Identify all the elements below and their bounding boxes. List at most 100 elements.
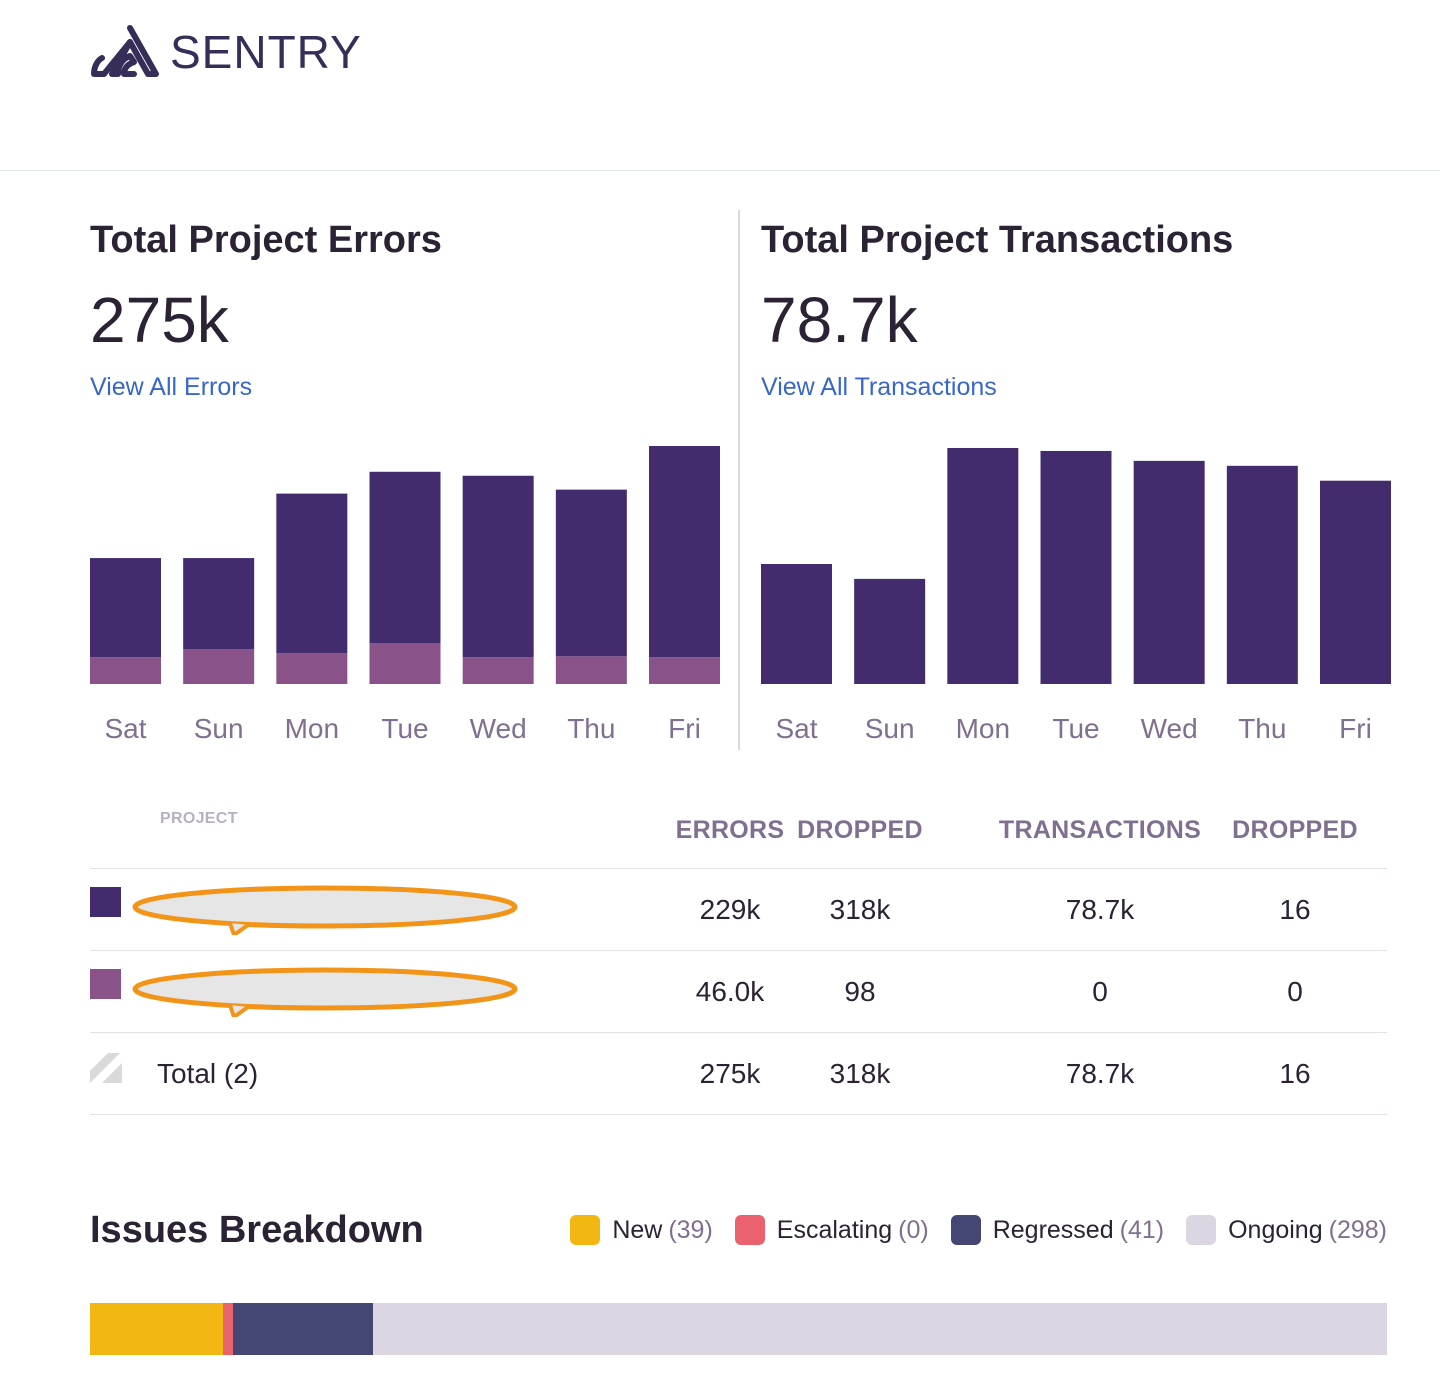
row-errors: 46.0k <box>695 976 765 1007</box>
table-header: PROJECT ERRORS DROPPED TRANSACTIONS DROP… <box>90 800 1387 869</box>
errors-total-value: 275k <box>90 284 229 356</box>
row-transactions: 78.7k <box>1065 894 1135 925</box>
issues-segment-new[interactable] <box>90 1303 223 1355</box>
col-transactions-header[interactable]: TRANSACTIONS <box>998 816 1202 844</box>
legend-label: Escalating <box>776 1215 893 1244</box>
header: SENTRY <box>0 0 1440 171</box>
errors-chart-x-tick-sun: Sun <box>194 713 244 744</box>
legend-count: (0) <box>898 1215 929 1244</box>
errors-chart-x-tick-sat: Sat <box>104 713 146 744</box>
col-dropped-header[interactable]: DROPPED <box>797 816 923 844</box>
errors-chart-bar-fri-project-2[interactable] <box>649 657 720 684</box>
transactions-chart-bar-thu-project-1[interactable] <box>1226 465 1298 684</box>
view-all-errors-link[interactable]: View All Errors <box>90 373 253 401</box>
errors-title: Total Project Errors <box>90 219 442 261</box>
transactions-chart-x-tick-thu: Thu <box>1238 713 1286 744</box>
errors-chart-bar-sat-project-1[interactable] <box>90 558 161 658</box>
errors-chart-bar-sun-project-2[interactable] <box>183 649 255 684</box>
projects-table: PROJECT ERRORS DROPPED TRANSACTIONS DROP… <box>90 800 1387 1115</box>
row-dropped-transactions: 16 <box>1279 894 1311 925</box>
errors-panel: Total Project Errors 275k View All Error… <box>90 215 720 402</box>
errors-chart-x-tick-wed: Wed <box>470 713 527 744</box>
errors-chart-x-tick-fri: Fri <box>668 713 701 744</box>
project-color-swatch <box>90 969 121 999</box>
legend-count: (41) <box>1119 1215 1165 1244</box>
issues-segment-ongoing[interactable] <box>372 1303 1387 1355</box>
legend-item-ongoing: Ongoing (298) <box>1186 1215 1387 1245</box>
transactions-chart-x-tick-wed: Wed <box>1141 713 1198 744</box>
table-row[interactable]: 46.0k 98 0 0 <box>90 951 1387 1033</box>
legend-item-regressed: Regressed (41) <box>950 1215 1165 1245</box>
project-color-swatch <box>90 887 121 917</box>
errors-chart-bar-thu-project-1[interactable] <box>555 489 627 657</box>
issues-breakdown-title: Issues Breakdown <box>90 1209 424 1251</box>
errors-chart-bar-wed-project-1[interactable] <box>462 475 534 658</box>
transactions-chart-x-tick-sun: Sun <box>865 713 915 744</box>
row-dropped: 98 <box>844 976 876 1007</box>
errors-chart-svg: Sat Sun Mon Tue Wed Thu Fri <box>90 446 720 744</box>
errors-chart: Sat Sun Mon Tue Wed Thu Fri <box>90 440 720 750</box>
legend-swatch-ongoing <box>1186 1215 1217 1245</box>
transactions-panel: Total Project Transactions 78.7k View Al… <box>761 215 1391 402</box>
errors-chart-x-tick-tue: Tue <box>381 713 428 744</box>
legend-item-new: New (39) <box>570 1215 713 1245</box>
transactions-chart-bar-mon-project-1[interactable] <box>947 447 1019 684</box>
issues-segment-escalating[interactable] <box>222 1303 233 1355</box>
transactions-chart-svg: Sat Sun Mon Tue Wed Thu Fri <box>761 447 1391 744</box>
errors-chart-bar-wed-project-2[interactable] <box>462 657 534 684</box>
errors-chart-bar-tue-project-2[interactable] <box>369 643 441 684</box>
col-errors-header[interactable]: ERRORS <box>675 816 785 844</box>
legend-swatch-new <box>570 1215 601 1245</box>
row-transactions: 0 <box>1092 976 1108 1007</box>
transactions-chart-x-tick-sat: Sat <box>775 713 817 744</box>
issues-legend: New (39) Escalating (0) Regressed (41) O… <box>548 1215 1387 1245</box>
transactions-chart-bar-fri-project-1[interactable] <box>1320 480 1391 684</box>
issues-breakdown-bar <box>90 1303 1387 1355</box>
table-total-row: Total (2) 275k 318k 78.7k 16 <box>90 1033 1387 1115</box>
legend-count: (39) <box>668 1215 713 1244</box>
legend-count: (298) <box>1328 1215 1387 1244</box>
col-project-header: PROJECT <box>160 810 238 824</box>
table-row[interactable]: 229k 318k 78.7k 16 <box>90 869 1387 951</box>
redacted-project-name <box>132 967 518 1017</box>
errors-chart-bar-thu-project-2[interactable] <box>555 656 627 684</box>
total-stripes-icon <box>90 1053 122 1083</box>
legend-label: Regressed <box>992 1215 1114 1244</box>
errors-chart-bar-tue-project-1[interactable] <box>369 471 441 644</box>
transactions-chart-x-tick-fri: Fri <box>1339 713 1372 744</box>
row-errors: 229k <box>699 894 761 925</box>
legend-item-escalating: Escalating (0) <box>734 1215 929 1245</box>
transactions-chart-bar-tue-project-1[interactable] <box>1040 450 1112 684</box>
issues-segment-regressed[interactable] <box>232 1303 373 1355</box>
total-dropped: 318k <box>829 1058 891 1089</box>
sentry-logo[interactable]: SENTRY <box>90 22 362 82</box>
panel-divider <box>738 210 740 750</box>
brand-name: SENTRY <box>170 26 362 78</box>
legend-swatch-regressed <box>950 1215 981 1245</box>
transactions-chart-bar-wed-project-1[interactable] <box>1133 460 1205 684</box>
transactions-title: Total Project Transactions <box>761 219 1234 261</box>
transactions-chart-bar-sun-project-1[interactable] <box>854 578 926 684</box>
total-transactions: 78.7k <box>1065 1058 1135 1089</box>
legend-swatch-escalating <box>734 1215 765 1245</box>
transactions-chart-x-tick-tue: Tue <box>1052 713 1099 744</box>
col-dropped-transactions-header[interactable]: DROPPED <box>1232 816 1358 844</box>
errors-chart-bar-mon-project-2[interactable] <box>276 653 348 684</box>
transactions-chart-x-tick-mon: Mon <box>956 713 1010 744</box>
errors-chart-x-tick-thu: Thu <box>567 713 615 744</box>
total-errors: 275k <box>699 1058 761 1089</box>
legend-label: New <box>612 1215 663 1244</box>
transactions-total-value: 78.7k <box>761 284 918 356</box>
total-label: Total (2) <box>157 1058 259 1089</box>
sentry-logo-icon <box>91 25 159 77</box>
errors-chart-bar-sun-project-1[interactable] <box>183 558 255 650</box>
transactions-chart-bar-sat-project-1[interactable] <box>761 564 832 684</box>
errors-chart-bar-sat-project-2[interactable] <box>90 657 161 684</box>
total-dropped-transactions: 16 <box>1279 1058 1311 1089</box>
errors-chart-x-tick-mon: Mon <box>285 713 339 744</box>
errors-chart-bar-fri-project-1[interactable] <box>649 446 720 658</box>
errors-chart-bar-mon-project-1[interactable] <box>276 493 348 654</box>
view-all-transactions-link[interactable]: View All Transactions <box>761 373 997 401</box>
legend-label: Ongoing <box>1228 1215 1323 1244</box>
row-dropped: 318k <box>829 894 891 925</box>
